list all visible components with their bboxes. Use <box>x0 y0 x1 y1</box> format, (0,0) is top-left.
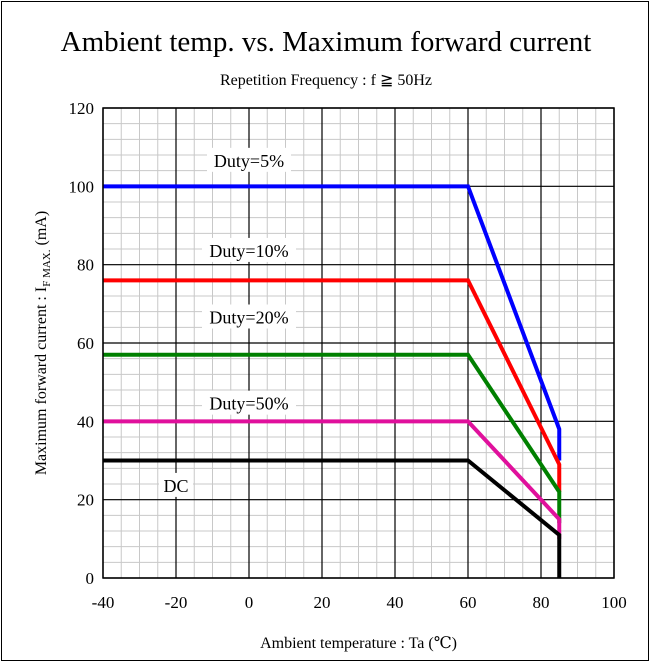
x-tick-labels: -40 -20 0 20 40 60 80 100 <box>92 593 627 612</box>
y-tick-label: 60 <box>77 334 94 353</box>
series-label: Duty=10% <box>209 241 288 261</box>
y-tick-label: 20 <box>77 491 94 510</box>
x-tick-label: 0 <box>245 593 254 612</box>
x-tick-label: 40 <box>387 593 404 612</box>
series-label-box <box>202 390 296 415</box>
series-line <box>103 458 562 578</box>
y-axis-title-unit: (mA) <box>33 211 50 250</box>
plot-border <box>102 107 615 579</box>
series-label-box <box>159 472 193 497</box>
series-label: DC <box>163 476 188 496</box>
series-label: Duty=50% <box>209 394 288 414</box>
series-labels: Duty=5% Duty=10% Duty=20% Duty=50% DC <box>159 147 296 497</box>
series-label: Duty=5% <box>214 151 284 171</box>
series-line <box>103 352 562 524</box>
x-axis-title: Ambient temperature : Ta (℃) <box>260 635 457 652</box>
y-tick-label: 100 <box>69 177 95 196</box>
y-axis-title-main: Maximum forward current : I <box>33 287 50 475</box>
x-tick-label: 60 <box>460 593 477 612</box>
series-label-box <box>202 304 296 329</box>
y-tick-label: 120 <box>69 99 95 118</box>
x-tick-label: 80 <box>533 593 550 612</box>
series-layer <box>103 184 562 578</box>
y-tick-label: 80 <box>77 256 94 275</box>
y-tick-label: 0 <box>86 569 95 588</box>
chart-title: Ambient temp. vs. Maximum forward curren… <box>60 26 592 58</box>
x-tick-label: -20 <box>165 593 188 612</box>
series-label-box <box>207 147 291 172</box>
x-tick-label: -40 <box>92 593 115 612</box>
y-tick-labels: 0 20 40 60 80 100 120 <box>69 99 95 588</box>
y-axis-title-subscript: F MAX. <box>41 249 53 287</box>
series-label: Duty=20% <box>209 308 288 328</box>
y-axis-title: Maximum forward current : IF MAX. (mA) <box>33 211 53 475</box>
series-line <box>103 419 562 539</box>
chart-subtitle: Repetition Frequency : f ≧ 50Hz <box>219 72 433 89</box>
series-line <box>103 184 562 461</box>
x-tick-label: 100 <box>601 593 627 612</box>
series-line <box>103 278 562 492</box>
y-tick-label: 40 <box>77 412 94 431</box>
x-tick-label: 20 <box>314 593 331 612</box>
series-label-box <box>202 237 296 262</box>
